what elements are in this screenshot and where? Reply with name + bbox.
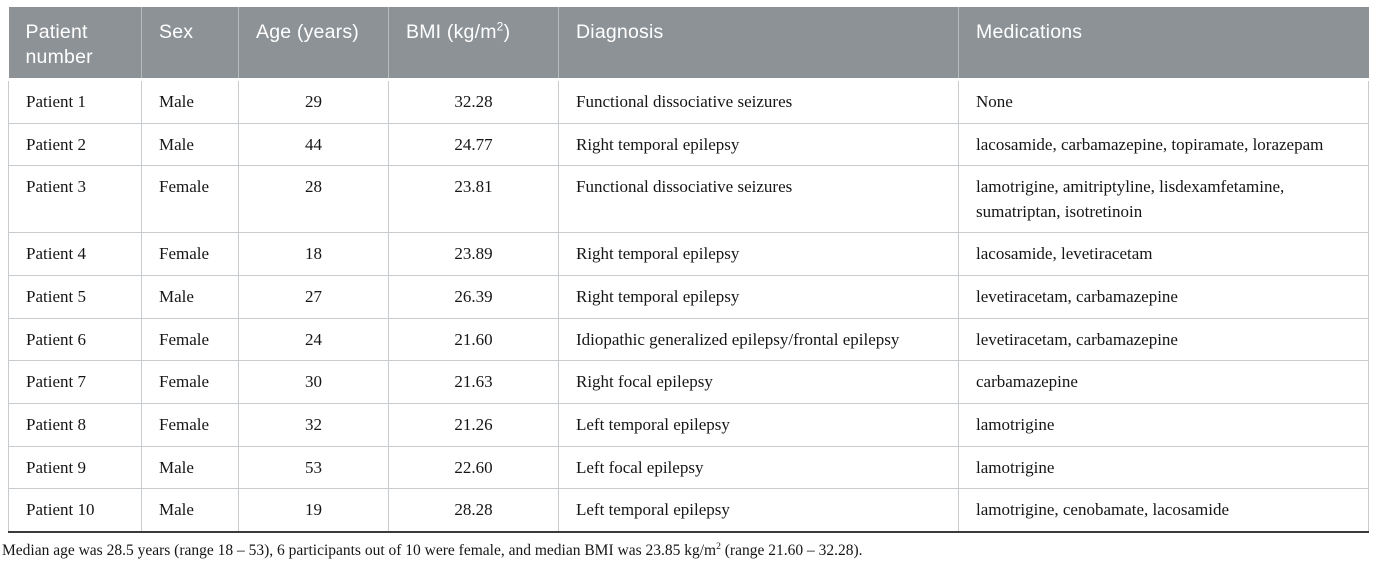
table-row: Patient 9 Male 53 22.60 Left focal epile… [8, 445, 1369, 490]
cell-medications: lamotrigine [958, 445, 1369, 490]
cell-sex: Male [141, 122, 239, 167]
table-row: Patient 2 Male 44 24.77 Right temporal e… [8, 122, 1369, 167]
patient-table: Patient number Sex Age (years) BMI (kg/m… [8, 7, 1369, 533]
cell-medications: carbamazepine [958, 360, 1369, 405]
cell-age: 32 [238, 403, 389, 447]
table-row: Patient 6 Female 24 21.60 Idiopathic gen… [8, 317, 1369, 362]
cell-bmi: 26.39 [388, 275, 559, 319]
cell-sex: Female [141, 403, 239, 447]
cell-patient: Patient 2 [8, 122, 142, 167]
cell-age: 53 [238, 445, 389, 490]
table-footnote: Median age was 28.5 years (range 18 – 53… [2, 541, 1368, 562]
cell-sex: Female [141, 360, 239, 405]
cell-age: 18 [238, 232, 389, 277]
cell-diagnosis: Right temporal epilepsy [558, 232, 959, 277]
cell-diagnosis: Left temporal epilepsy [558, 403, 959, 447]
cell-medications: lamotrigine, cenobamate, lacosamide [958, 488, 1369, 533]
cell-diagnosis: Idiopathic generalized epilepsy/frontal … [558, 317, 959, 362]
cell-diagnosis: Functional dissociative seizures [558, 165, 959, 234]
cell-bmi: 22.60 [388, 445, 559, 490]
footnote-text-end: (range 21.60 – 32.28). [720, 541, 863, 559]
cell-medications: lacosamide, levetiracetam [958, 232, 1369, 277]
table-row: Patient 10 Male 19 28.28 Left temporal e… [8, 488, 1369, 533]
cell-patient: Patient 4 [8, 232, 142, 277]
bmi-label-prefix: BMI (kg/m [406, 21, 497, 43]
cell-age: 24 [238, 317, 389, 362]
cell-sex: Male [141, 78, 239, 124]
col-header-patient-number: Patient number [8, 7, 142, 81]
table-row: Patient 4 Female 18 23.89 Right temporal… [8, 232, 1369, 277]
col-header-diagnosis: Diagnosis [558, 7, 959, 81]
col-header-bmi: BMI (kg/m2) [388, 7, 559, 81]
cell-age: 29 [238, 78, 389, 124]
footnote-superscript: 2 [716, 540, 721, 552]
cell-patient: Patient 1 [8, 78, 142, 124]
footnote-text-start: Median age was 28.5 years (range 18 – 53… [2, 541, 717, 559]
cell-bmi: 21.26 [388, 403, 559, 447]
cell-sex: Female [141, 232, 239, 277]
cell-bmi: 23.81 [388, 165, 559, 234]
cell-sex: Female [141, 317, 239, 362]
cell-sex: Male [141, 445, 239, 490]
cell-sex: Female [141, 165, 239, 234]
cell-patient: Patient 3 [8, 165, 142, 234]
col-header-sex: Sex [141, 7, 239, 81]
cell-patient: Patient 10 [8, 488, 142, 533]
cell-medications: levetiracetam, carbamazepine [958, 317, 1369, 362]
cell-age: 44 [238, 122, 389, 167]
cell-diagnosis: Right focal epilepsy [558, 360, 959, 405]
cell-age: 19 [238, 488, 389, 533]
cell-bmi: 21.63 [388, 360, 559, 405]
table-row: Patient 5 Male 27 26.39 Right temporal e… [8, 275, 1369, 319]
cell-patient: Patient 9 [8, 445, 142, 490]
cell-bmi: 28.28 [388, 488, 559, 533]
cell-diagnosis: Right temporal epilepsy [558, 122, 959, 167]
cell-age: 28 [238, 165, 389, 234]
cell-diagnosis: Left temporal epilepsy [558, 488, 959, 533]
cell-patient: Patient 5 [8, 275, 142, 319]
cell-bmi: 21.60 [388, 317, 559, 362]
cell-bmi: 24.77 [388, 122, 559, 167]
cell-diagnosis: Left focal epilepsy [558, 445, 959, 490]
cell-medications: lamotrigine [958, 403, 1369, 447]
cell-bmi: 23.89 [388, 232, 559, 277]
cell-diagnosis: Right temporal epilepsy [558, 275, 959, 319]
bmi-label-suffix: ) [503, 21, 511, 43]
col-header-age: Age (years) [238, 7, 389, 81]
cell-medications: None [958, 78, 1369, 124]
table-row: Patient 8 Female 32 21.26 Left temporal … [8, 403, 1369, 447]
cell-patient: Patient 7 [8, 360, 142, 405]
cell-medications: levetiracetam, carbamazepine [958, 275, 1369, 319]
cell-sex: Male [141, 275, 239, 319]
cell-age: 27 [238, 275, 389, 319]
col-header-medications: Medications [958, 7, 1369, 81]
cell-medications: lacosamide, carbamazepine, topiramate, l… [958, 122, 1369, 167]
table-row: Patient 1 Male 29 32.28 Functional disso… [8, 78, 1369, 124]
table-header-row: Patient number Sex Age (years) BMI (kg/m… [8, 7, 1369, 81]
cell-bmi: 32.28 [388, 78, 559, 124]
cell-medications: lamotrigine, amitriptyline, lisdexamfeta… [958, 165, 1369, 234]
table-row: Patient 3 Female 28 23.81 Functional dis… [8, 165, 1369, 234]
cell-sex: Male [141, 488, 239, 533]
cell-patient: Patient 8 [8, 403, 142, 447]
cell-age: 30 [238, 360, 389, 405]
cell-diagnosis: Functional dissociative seizures [558, 78, 959, 124]
table-row: Patient 7 Female 30 21.63 Right focal ep… [8, 360, 1369, 405]
cell-patient: Patient 6 [8, 317, 142, 362]
bmi-superscript: 2 [496, 19, 504, 34]
